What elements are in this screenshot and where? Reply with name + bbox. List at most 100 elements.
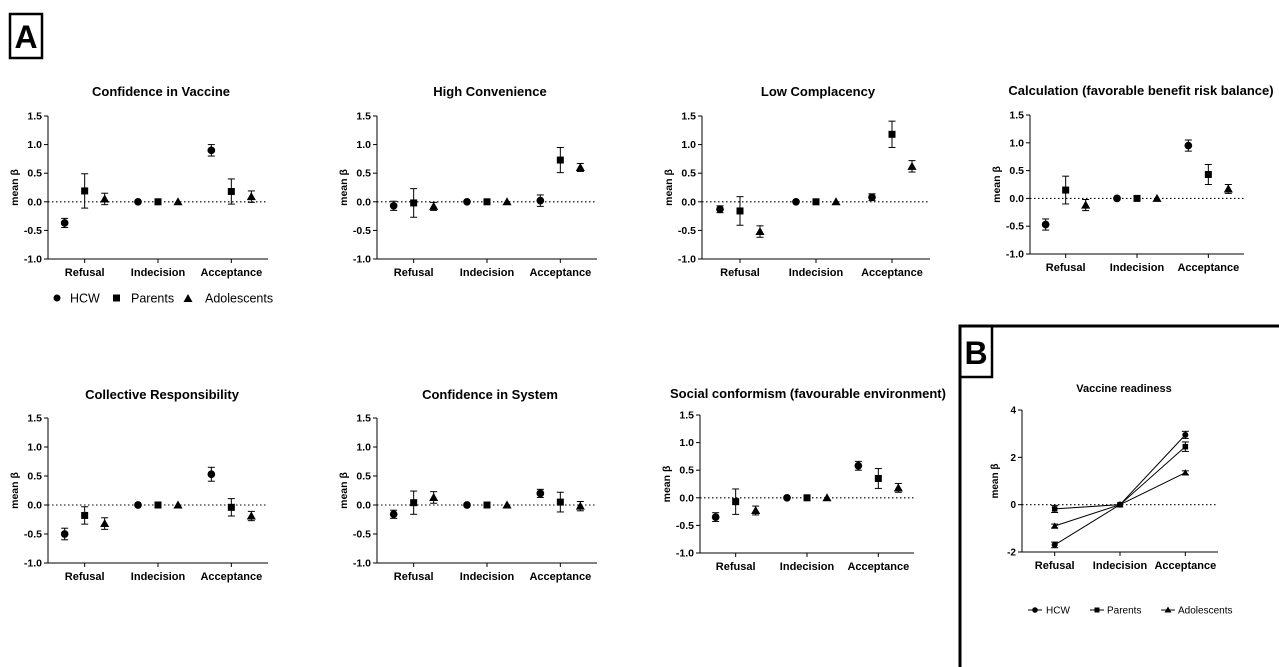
point-adolescents bbox=[502, 500, 512, 509]
x-tick-label: Indecision bbox=[780, 561, 835, 573]
point-parents bbox=[81, 511, 89, 519]
point-parents bbox=[483, 501, 491, 509]
y-tick-label: -0.5 bbox=[353, 225, 371, 237]
panel-a-label-box bbox=[8, 12, 44, 60]
x-tick-label: Acceptance bbox=[200, 267, 262, 279]
y-tick-label: 1.0 bbox=[679, 437, 694, 449]
y-tick-label: -1.0 bbox=[24, 558, 42, 570]
y-tick-label: 0.0 bbox=[681, 196, 696, 208]
point-adolescents bbox=[246, 192, 256, 201]
point-hcw bbox=[711, 513, 720, 521]
y-tick-label: -1.0 bbox=[353, 558, 371, 570]
y-tick-label: -2 bbox=[1007, 548, 1016, 559]
point-parents bbox=[227, 188, 235, 196]
y-tick-label: 1.0 bbox=[1009, 137, 1024, 149]
chart-title: Low Complacency bbox=[761, 84, 876, 99]
y-tick-label: 0.5 bbox=[679, 465, 694, 477]
point-hcw bbox=[1113, 194, 1121, 203]
chart-confidence-in-system: Confidence in System 1.5 1.0 0.5 0.0 -0.5 -1.0… bbox=[338, 387, 597, 583]
point-adolescents bbox=[755, 226, 765, 236]
legend-b-adolescents-marker bbox=[1164, 606, 1172, 613]
y-tick-label: 1.0 bbox=[27, 442, 42, 454]
y-tick-label: -1.0 bbox=[1006, 249, 1024, 261]
point-adolescents bbox=[173, 500, 183, 509]
point-hcw bbox=[1051, 541, 1058, 548]
x-tick-label: Indecision bbox=[1093, 560, 1148, 572]
point-parents bbox=[1204, 170, 1212, 178]
y-tick-label: -0.5 bbox=[678, 225, 696, 237]
chart-calculation: Calculation (favorable benefit risk bala… bbox=[991, 83, 1274, 274]
y-tick-label: 0.0 bbox=[1009, 193, 1024, 205]
chart-vaccine-readiness: Vaccine readiness 4 2 0 -2 mean β Refusal Indec… bbox=[990, 383, 1218, 572]
point-adolescents bbox=[100, 194, 110, 203]
legend-adolescents-label: Adolescents bbox=[205, 292, 273, 306]
chart-social-conformism: Social conformism (favourable environmen… bbox=[661, 386, 946, 573]
point-hcw bbox=[207, 470, 216, 479]
chart-low-complacency: Low Complacency 1.5 1.0 0.5 0.0 -0.5 -1.0 mean … bbox=[663, 84, 930, 279]
point-adolescents bbox=[429, 201, 439, 210]
y-tick-label: 0.5 bbox=[681, 168, 696, 180]
point-adolescents bbox=[893, 483, 903, 492]
point-hcw bbox=[463, 197, 471, 206]
y-tick-label: -0.5 bbox=[24, 225, 42, 237]
point-adolescents bbox=[575, 501, 585, 510]
x-tick-label: Refusal bbox=[65, 571, 105, 583]
chart-title: Social conformism (favourable environmen… bbox=[670, 386, 946, 401]
point-parents bbox=[556, 156, 564, 164]
point-adolescents bbox=[1051, 522, 1059, 529]
point-parents bbox=[410, 199, 418, 207]
y-tick-label: 1.5 bbox=[27, 413, 42, 425]
chart-title: Vaccine readiness bbox=[1076, 383, 1171, 395]
point-hcw bbox=[134, 197, 142, 206]
series-line-adolescents bbox=[1054, 472, 1186, 527]
point-parents bbox=[483, 198, 491, 206]
chart-title: Confidence in System bbox=[422, 387, 558, 402]
x-tick-label: Indecision bbox=[789, 267, 844, 279]
y-tick-label: -1.0 bbox=[676, 548, 694, 560]
y-tick-label: -0.5 bbox=[353, 529, 371, 541]
point-adolescents bbox=[907, 161, 917, 170]
point-hcw bbox=[389, 510, 398, 519]
series-line-hcw bbox=[1054, 434, 1186, 546]
y-tick-label: -0.5 bbox=[24, 529, 42, 541]
legend-panel-a: HCW Parents Adolescents bbox=[53, 292, 273, 306]
y-tick-label: 1.0 bbox=[356, 442, 371, 454]
y-tick-label: 0.0 bbox=[356, 196, 371, 208]
y-tick-label: 0.0 bbox=[356, 500, 371, 512]
y-tick-label: 2 bbox=[1010, 453, 1016, 464]
point-parents bbox=[1051, 506, 1058, 512]
y-tick-label: 1.0 bbox=[356, 139, 371, 151]
y-tick-label: 0.5 bbox=[27, 168, 42, 180]
point-adolescents bbox=[100, 519, 110, 528]
point-parents bbox=[736, 207, 744, 215]
y-axis-label: mean β bbox=[338, 472, 350, 509]
x-tick-label: Acceptance bbox=[1177, 262, 1239, 274]
legend-parents-marker bbox=[113, 294, 120, 302]
legend-hcw-label: HCW bbox=[70, 292, 100, 306]
panel-a-label: A bbox=[14, 19, 37, 55]
y-tick-label: 0.0 bbox=[27, 196, 42, 208]
point-parents bbox=[803, 494, 811, 502]
legend-adolescents-marker bbox=[183, 294, 193, 302]
chart-title: Confidence in Vaccine bbox=[92, 84, 230, 99]
x-tick-label: Refusal bbox=[65, 267, 105, 279]
point-parents bbox=[1133, 194, 1141, 202]
y-tick-label: 1.5 bbox=[681, 111, 696, 123]
point-adolescents bbox=[173, 197, 183, 206]
y-axis-label: mean β bbox=[663, 169, 675, 206]
panel-b-label-box bbox=[958, 324, 994, 379]
y-tick-label: 0.0 bbox=[27, 500, 42, 512]
y-axis-label: mean β bbox=[661, 465, 673, 502]
point-adolescents bbox=[1081, 200, 1091, 209]
y-tick-label: -1.0 bbox=[353, 254, 371, 266]
chart-high-convenience: High Convenience 1.5 1.0 0.5 0.0 -0.5 -1.0 mean… bbox=[338, 84, 597, 279]
x-tick-label: Refusal bbox=[716, 561, 756, 573]
legend-b-parents-label: Parents bbox=[1107, 606, 1141, 617]
legend-hcw-marker bbox=[53, 294, 61, 302]
point-adolescents bbox=[831, 197, 841, 206]
x-tick-label: Indecision bbox=[1110, 262, 1165, 274]
y-tick-label: 1.5 bbox=[27, 111, 42, 123]
point-parents bbox=[874, 474, 882, 482]
y-axis-label: mean β bbox=[990, 463, 1001, 498]
point-adolescents bbox=[1223, 184, 1233, 193]
